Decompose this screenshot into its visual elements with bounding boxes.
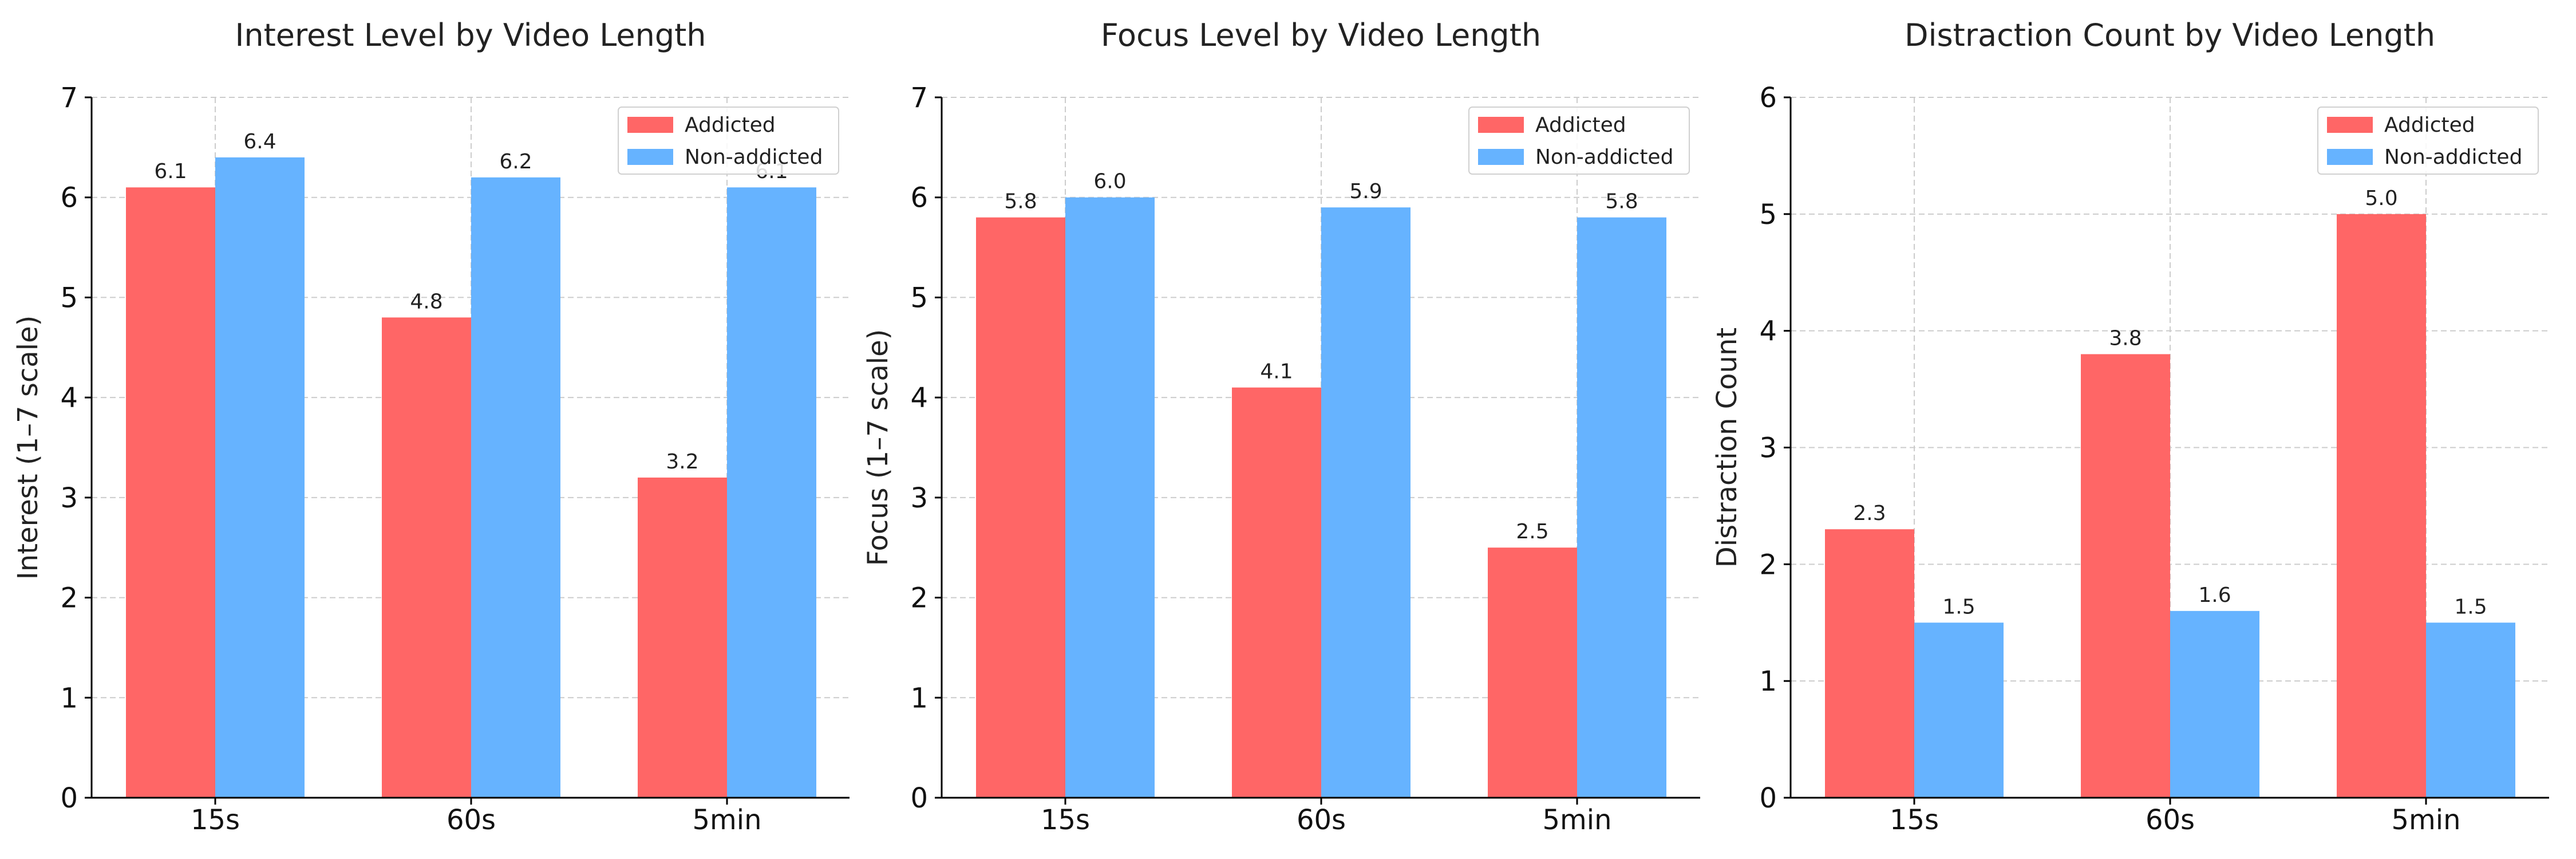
legend-frame bbox=[1468, 107, 1690, 175]
value-label-addicted-15s: 5.8 bbox=[1004, 190, 1037, 214]
legend-label-addicted: Addicted bbox=[2384, 113, 2475, 137]
y-axis-label: Interest (1–7 scale) bbox=[12, 316, 44, 580]
chart-title: Focus Level by Video Length bbox=[1101, 17, 1541, 53]
legend-label-non-addicted: Non-addicted bbox=[2384, 145, 2522, 169]
y-tick-label: 0 bbox=[1759, 782, 1777, 814]
bar-addicted-15s bbox=[1825, 529, 1914, 798]
bar-non-addicted-5min bbox=[1577, 217, 1666, 798]
x-tick-label: 15s bbox=[191, 804, 240, 836]
y-tick-label: 6 bbox=[1759, 82, 1777, 114]
chart-title: Distraction Count by Video Length bbox=[1905, 17, 2435, 53]
chart-panel-3: 2.3 3.8 5.0 1.5 1.6 1.5 0 1 2 3 4 5 6 15s 60s 5min Distr… bbox=[1711, 17, 2549, 836]
x-tick-label: 15s bbox=[1041, 804, 1090, 836]
value-label-non-addicted-5min: 5.8 bbox=[1605, 190, 1638, 214]
legend-label-non-addicted: Non-addicted bbox=[685, 145, 823, 169]
value-label-addicted-5min: 3.2 bbox=[666, 450, 698, 474]
legend-frame bbox=[2317, 107, 2539, 175]
y-tick-label: 7 bbox=[910, 82, 928, 114]
legend-label-addicted: Addicted bbox=[685, 113, 776, 137]
y-tick-label: 7 bbox=[60, 82, 78, 114]
value-label-non-addicted-15s: 6.4 bbox=[243, 130, 276, 153]
bar-non-addicted-15s bbox=[1914, 622, 2004, 798]
bar-addicted-60s bbox=[382, 317, 471, 798]
y-tick-label: 0 bbox=[910, 782, 928, 814]
legend-frame bbox=[618, 107, 839, 175]
bar-non-addicted-15s bbox=[215, 157, 305, 798]
bar-addicted-60s bbox=[2081, 354, 2170, 798]
value-label-addicted-5min: 5.0 bbox=[2365, 187, 2397, 210]
bar-non-addicted-5min bbox=[727, 187, 816, 798]
bar-addicted-60s bbox=[1232, 387, 1321, 798]
legend-label-addicted: Addicted bbox=[1535, 113, 1626, 137]
y-tick-label: 2 bbox=[1759, 549, 1777, 581]
bar-addicted-15s bbox=[126, 187, 215, 798]
value-label-non-addicted-60s: 6.2 bbox=[499, 150, 532, 174]
y-tick-label: 3 bbox=[1759, 432, 1777, 464]
y-axis-label: Focus (1–7 scale) bbox=[862, 329, 894, 566]
y-tick-label: 0 bbox=[60, 782, 78, 814]
x-tick-label: 15s bbox=[1890, 804, 1939, 836]
y-tick-label: 2 bbox=[910, 582, 928, 614]
value-label-addicted-60s: 4.1 bbox=[1260, 360, 1293, 384]
x-tick-label: 60s bbox=[1297, 804, 1346, 836]
bar-non-addicted-15s bbox=[1065, 197, 1155, 798]
bar-non-addicted-60s bbox=[1321, 207, 1411, 798]
bar-non-addicted-60s bbox=[2170, 610, 2259, 798]
y-tick-label: 6 bbox=[60, 182, 78, 214]
y-tick-label: 6 bbox=[910, 182, 928, 214]
y-tick-label: 2 bbox=[60, 582, 78, 614]
x-tick-label: 60s bbox=[447, 804, 496, 836]
legend: Addicted Non-addicted bbox=[618, 107, 839, 175]
legend-swatch-addicted bbox=[1478, 117, 1524, 133]
value-label-addicted-15s: 2.3 bbox=[1853, 502, 1886, 525]
bar-addicted-15s bbox=[976, 217, 1065, 798]
chart-panel-2: 5.8 4.1 2.5 6.0 5.9 5.8 0 1 2 3 4 5 6 7 15s 60s 5min Focu… bbox=[862, 17, 1700, 836]
y-tick-label: 4 bbox=[60, 382, 78, 414]
legend-swatch-non-addicted bbox=[2327, 149, 2373, 165]
value-label-non-addicted-60s: 5.9 bbox=[1349, 180, 1382, 203]
x-tick-label: 5min bbox=[1542, 804, 1611, 836]
legend-swatch-non-addicted bbox=[627, 149, 673, 165]
legend-label-non-addicted: Non-addicted bbox=[1535, 145, 1673, 169]
value-label-non-addicted-60s: 1.6 bbox=[2198, 584, 2231, 607]
y-axis-label: Distraction Count bbox=[1711, 328, 1743, 568]
value-label-non-addicted-15s: 6.0 bbox=[1093, 170, 1126, 194]
value-label-addicted-5min: 2.5 bbox=[1516, 520, 1548, 543]
legend-swatch-addicted bbox=[627, 117, 673, 133]
y-tick-label: 3 bbox=[60, 482, 78, 514]
chart-panel-1: 6.14.83.26.46.26.10123456715s60s5minInte… bbox=[12, 17, 850, 836]
x-tick-label: 60s bbox=[2146, 804, 2195, 836]
bar-addicted-5min bbox=[2337, 214, 2426, 798]
y-tick-label: 5 bbox=[60, 282, 78, 314]
legend-swatch-addicted bbox=[2327, 117, 2373, 133]
value-label-non-addicted-5min: 1.5 bbox=[2454, 595, 2487, 618]
y-tick-label: 5 bbox=[1759, 199, 1777, 231]
y-tick-label: 5 bbox=[910, 282, 928, 314]
y-tick-label: 4 bbox=[1759, 316, 1777, 348]
y-tick-label: 1 bbox=[60, 682, 78, 714]
y-tick-label: 1 bbox=[1759, 665, 1777, 698]
legend-swatch-non-addicted bbox=[1478, 149, 1524, 165]
bar-addicted-5min bbox=[638, 477, 727, 798]
bar-non-addicted-5min bbox=[2426, 622, 2515, 798]
y-tick-label: 1 bbox=[910, 682, 928, 714]
chart-title: Interest Level by Video Length bbox=[235, 17, 706, 53]
y-tick-label: 4 bbox=[910, 382, 928, 414]
x-tick-label: 5min bbox=[692, 804, 761, 836]
bar-non-addicted-60s bbox=[471, 177, 560, 798]
value-label-non-addicted-15s: 1.5 bbox=[1942, 595, 1975, 618]
value-label-addicted-60s: 4.8 bbox=[410, 290, 442, 313]
x-tick-label: 5min bbox=[2391, 804, 2460, 836]
legend: Addicted Non-addicted bbox=[1468, 107, 1690, 175]
value-label-addicted-15s: 6.1 bbox=[154, 160, 187, 183]
legend: Addicted Non-addicted bbox=[2317, 107, 2539, 175]
y-tick-label: 3 bbox=[910, 482, 928, 514]
value-label-addicted-60s: 3.8 bbox=[2109, 326, 2142, 350]
bar-addicted-5min bbox=[1488, 547, 1577, 798]
